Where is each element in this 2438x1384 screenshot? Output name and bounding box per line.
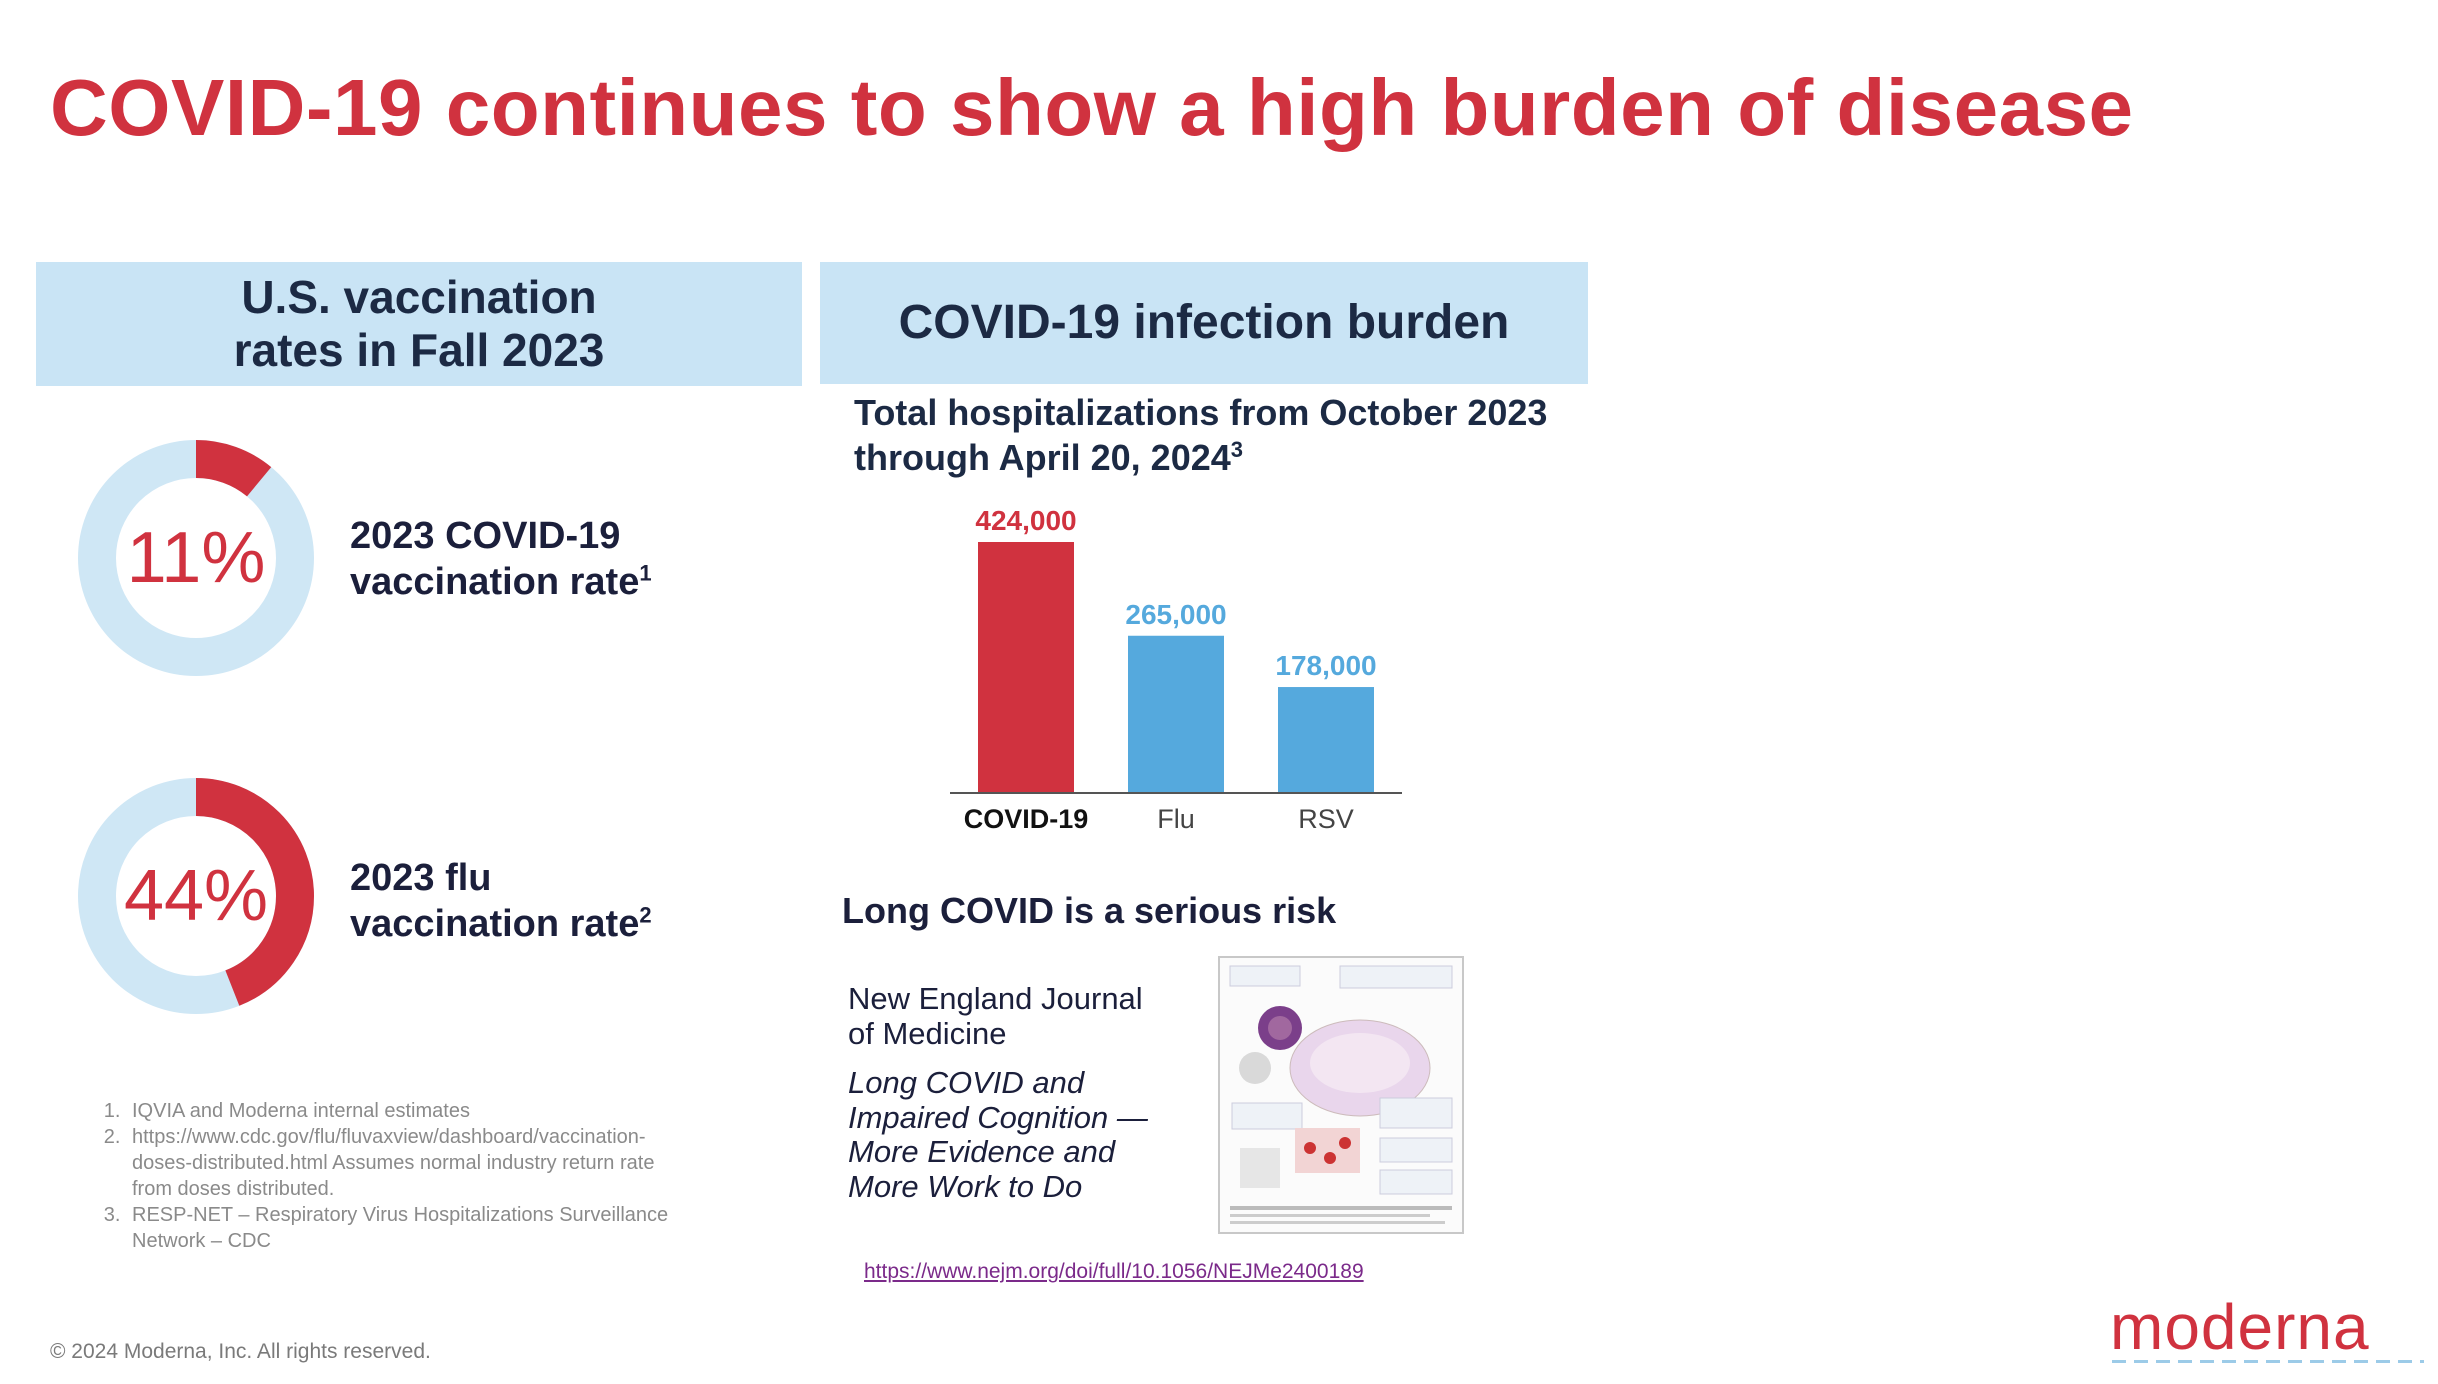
bar-rsv — [1278, 687, 1374, 792]
chart-subtitle-line1: Total hospitalizations from October 2023 — [854, 392, 1548, 433]
flu-label-line1: 2023 flu — [350, 857, 492, 899]
flu-label-line2: vaccination rate — [350, 902, 640, 945]
flu-vaccination-percent: 44% — [123, 856, 269, 936]
hospitalizations-bar-chart: 424,000 COVID-19 265,000 Flu 178,000 RSV — [950, 505, 1402, 834]
chart-subtitle-line2: through April 20, 2024 — [854, 437, 1231, 478]
copyright-notice: © 2024 Moderna, Inc. All rights reserved… — [50, 1340, 431, 1363]
category-label-flu: Flu — [1157, 804, 1195, 834]
category-label-rsv: RSV — [1298, 804, 1354, 834]
flu-donut-arc — [78, 778, 314, 1014]
flu-footnote-ref: 2 — [639, 901, 652, 927]
covid-donut-chart — [78, 440, 314, 676]
footnotes: IQVIA and Moderna internal estimates htt… — [96, 1098, 686, 1254]
flu-donut-chart — [78, 778, 314, 1014]
footnote-2: https://www.cdc.gov/flu/fluvaxview/dashb… — [126, 1124, 686, 1202]
journal-name-line2: of Medicine — [848, 1015, 1007, 1051]
flu-vaccination-donut: 44% — [78, 778, 314, 1014]
nejm-figure-thumbnail — [1218, 956, 1464, 1234]
bar-value-label-flu: 265,000 — [1125, 599, 1226, 630]
covid-vaccination-donut: 11% — [78, 440, 314, 676]
figure-illustration — [1229, 965, 1453, 1224]
long-covid-heading: Long COVID is a serious risk — [842, 890, 1337, 931]
bar-covid-19 — [978, 542, 1074, 792]
article-title: Long COVID and Impaired Cognition — More… — [848, 1065, 1148, 1205]
moderna-logo: moderna — [2110, 1291, 2370, 1363]
bar-value-label-rsv: 178,000 — [1275, 650, 1376, 681]
page-title: COVID-19 continues to show a high burden… — [50, 63, 2134, 152]
infection-burden-header: COVID-19 infection burden — [820, 262, 1588, 384]
covid-vaccination-percent: 11% — [126, 518, 266, 598]
covid-vaccination-label: 2023 COVID-19 vaccination rate1 — [350, 514, 652, 605]
flu-vaccination-label: 2023 flu vaccination rate2 — [350, 856, 652, 947]
chart-subtitle: Total hospitalizations from October 2023… — [854, 390, 1547, 480]
chart-subtitle-ref: 3 — [1230, 437, 1244, 462]
footnote-3: RESP-NET – Respiratory Virus Hospitaliza… — [126, 1202, 686, 1254]
bar-flu — [1128, 635, 1224, 792]
category-label-covid-19: COVID-19 — [964, 804, 1089, 834]
journal-name-line1: New England Journal — [848, 981, 1143, 1016]
journal-name: New England Journal of Medicine — [848, 981, 1178, 1051]
covid-label-line2: vaccination rate — [350, 560, 640, 603]
covid-label-line1: 2023 COVID-19 — [350, 515, 621, 557]
vaccination-header-line2: rates in Fall 2023 — [233, 324, 605, 376]
bar-value-label-covid-19: 424,000 — [975, 505, 1076, 536]
covid-donut-arc — [78, 440, 314, 676]
covid-footnote-ref: 1 — [639, 559, 652, 585]
vaccination-header-line1: U.S. vaccination — [241, 271, 597, 324]
logo-underline — [2112, 1360, 2424, 1363]
nejm-article-link[interactable]: https://www.nejm.org/doi/full/10.1056/NE… — [864, 1260, 1364, 1283]
vaccination-rates-header: U.S. vaccination rates in Fall 2023 — [36, 262, 802, 386]
footnote-1: IQVIA and Moderna internal estimates — [126, 1098, 686, 1124]
